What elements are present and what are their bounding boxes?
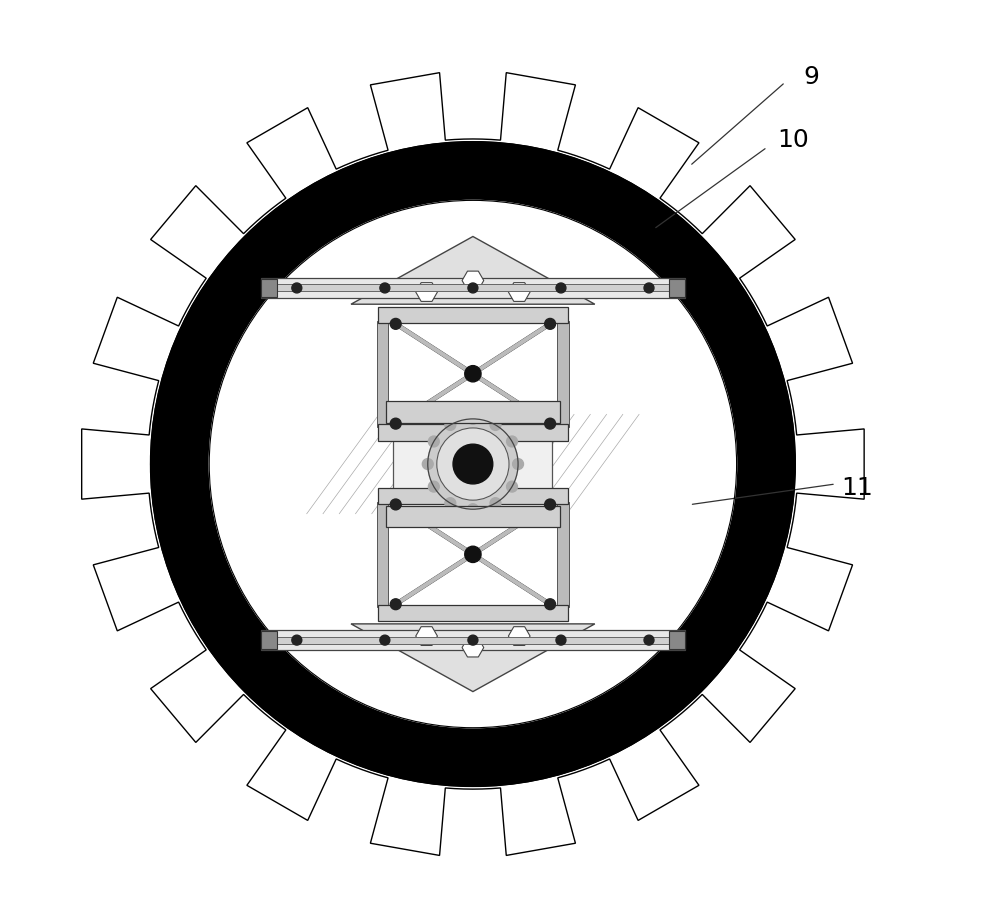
Bar — [261, 631, 277, 649]
Circle shape — [545, 599, 556, 610]
Circle shape — [644, 284, 654, 294]
Polygon shape — [82, 74, 864, 855]
Circle shape — [465, 547, 481, 563]
Circle shape — [390, 419, 401, 429]
Bar — [377, 502, 388, 608]
Circle shape — [428, 482, 439, 492]
Circle shape — [465, 366, 481, 382]
Circle shape — [507, 482, 517, 492]
Text: 11: 11 — [841, 475, 873, 499]
Circle shape — [513, 459, 523, 470]
Bar — [378, 605, 568, 621]
Text: 9: 9 — [804, 65, 819, 88]
Circle shape — [468, 635, 478, 646]
Circle shape — [428, 437, 439, 447]
Circle shape — [556, 635, 566, 646]
Bar — [393, 412, 552, 517]
Bar — [261, 630, 685, 650]
Circle shape — [644, 635, 654, 646]
Circle shape — [437, 428, 509, 501]
Circle shape — [292, 635, 302, 646]
Polygon shape — [351, 237, 595, 305]
Circle shape — [380, 635, 390, 646]
Circle shape — [445, 498, 456, 509]
Circle shape — [209, 201, 737, 728]
Circle shape — [445, 420, 456, 431]
Bar — [261, 280, 277, 298]
Circle shape — [390, 319, 401, 330]
Circle shape — [545, 500, 556, 511]
Circle shape — [380, 284, 390, 294]
Circle shape — [467, 504, 478, 515]
Polygon shape — [351, 624, 595, 692]
Bar — [378, 488, 568, 504]
Circle shape — [151, 143, 795, 787]
Bar — [272, 285, 674, 292]
Bar — [557, 322, 569, 428]
Circle shape — [292, 284, 302, 294]
Text: 10: 10 — [778, 128, 809, 152]
Circle shape — [210, 202, 736, 727]
Bar — [669, 280, 685, 298]
Circle shape — [467, 414, 478, 425]
Bar — [386, 401, 560, 423]
Bar — [557, 502, 569, 608]
Circle shape — [556, 284, 566, 294]
Bar — [386, 506, 560, 528]
Circle shape — [468, 284, 478, 294]
Circle shape — [490, 498, 501, 509]
Circle shape — [390, 599, 401, 610]
Bar — [377, 322, 388, 428]
Circle shape — [428, 419, 518, 510]
Bar — [378, 308, 568, 324]
Circle shape — [453, 445, 493, 484]
Bar — [669, 631, 685, 649]
Circle shape — [390, 500, 401, 511]
Circle shape — [545, 319, 556, 330]
Circle shape — [490, 420, 501, 431]
Circle shape — [545, 419, 556, 429]
Circle shape — [422, 459, 433, 470]
Circle shape — [507, 437, 517, 447]
Bar — [378, 425, 568, 441]
Bar — [272, 637, 674, 644]
Bar — [261, 279, 685, 299]
